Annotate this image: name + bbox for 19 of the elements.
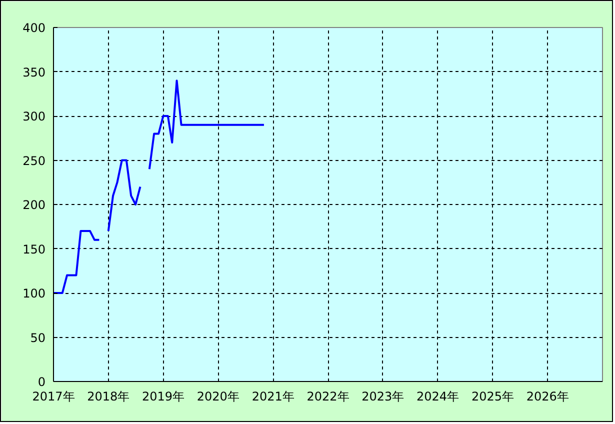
- x-tick-label: 2025年: [471, 390, 514, 404]
- y-tick-label: 100: [22, 286, 46, 300]
- x-tick-label: 2026年: [526, 390, 569, 404]
- y-tick-label: 350: [22, 65, 46, 80]
- x-tick-label: 2018年: [87, 390, 130, 404]
- y-tick-label: 150: [22, 242, 46, 256]
- x-tick-label: 2021年: [252, 390, 294, 404]
- y-tick-label: 50: [30, 330, 46, 345]
- x-tick-label: 2020年: [196, 390, 240, 404]
- y-tick-label: 0: [38, 375, 46, 389]
- x-tick-label: 2023年: [362, 390, 404, 404]
- x-tick-label: 2022年: [306, 390, 350, 404]
- y-tick-label: 300: [22, 110, 46, 124]
- y-tick-label: 200: [22, 198, 46, 212]
- x-tick-label: 2017年: [32, 390, 75, 404]
- x-tick-label: 2024年: [416, 390, 460, 404]
- x-tick-label: 2019年: [142, 390, 185, 404]
- y-tick-label: 400: [22, 21, 46, 35]
- y-tick-label: 250: [22, 154, 46, 168]
